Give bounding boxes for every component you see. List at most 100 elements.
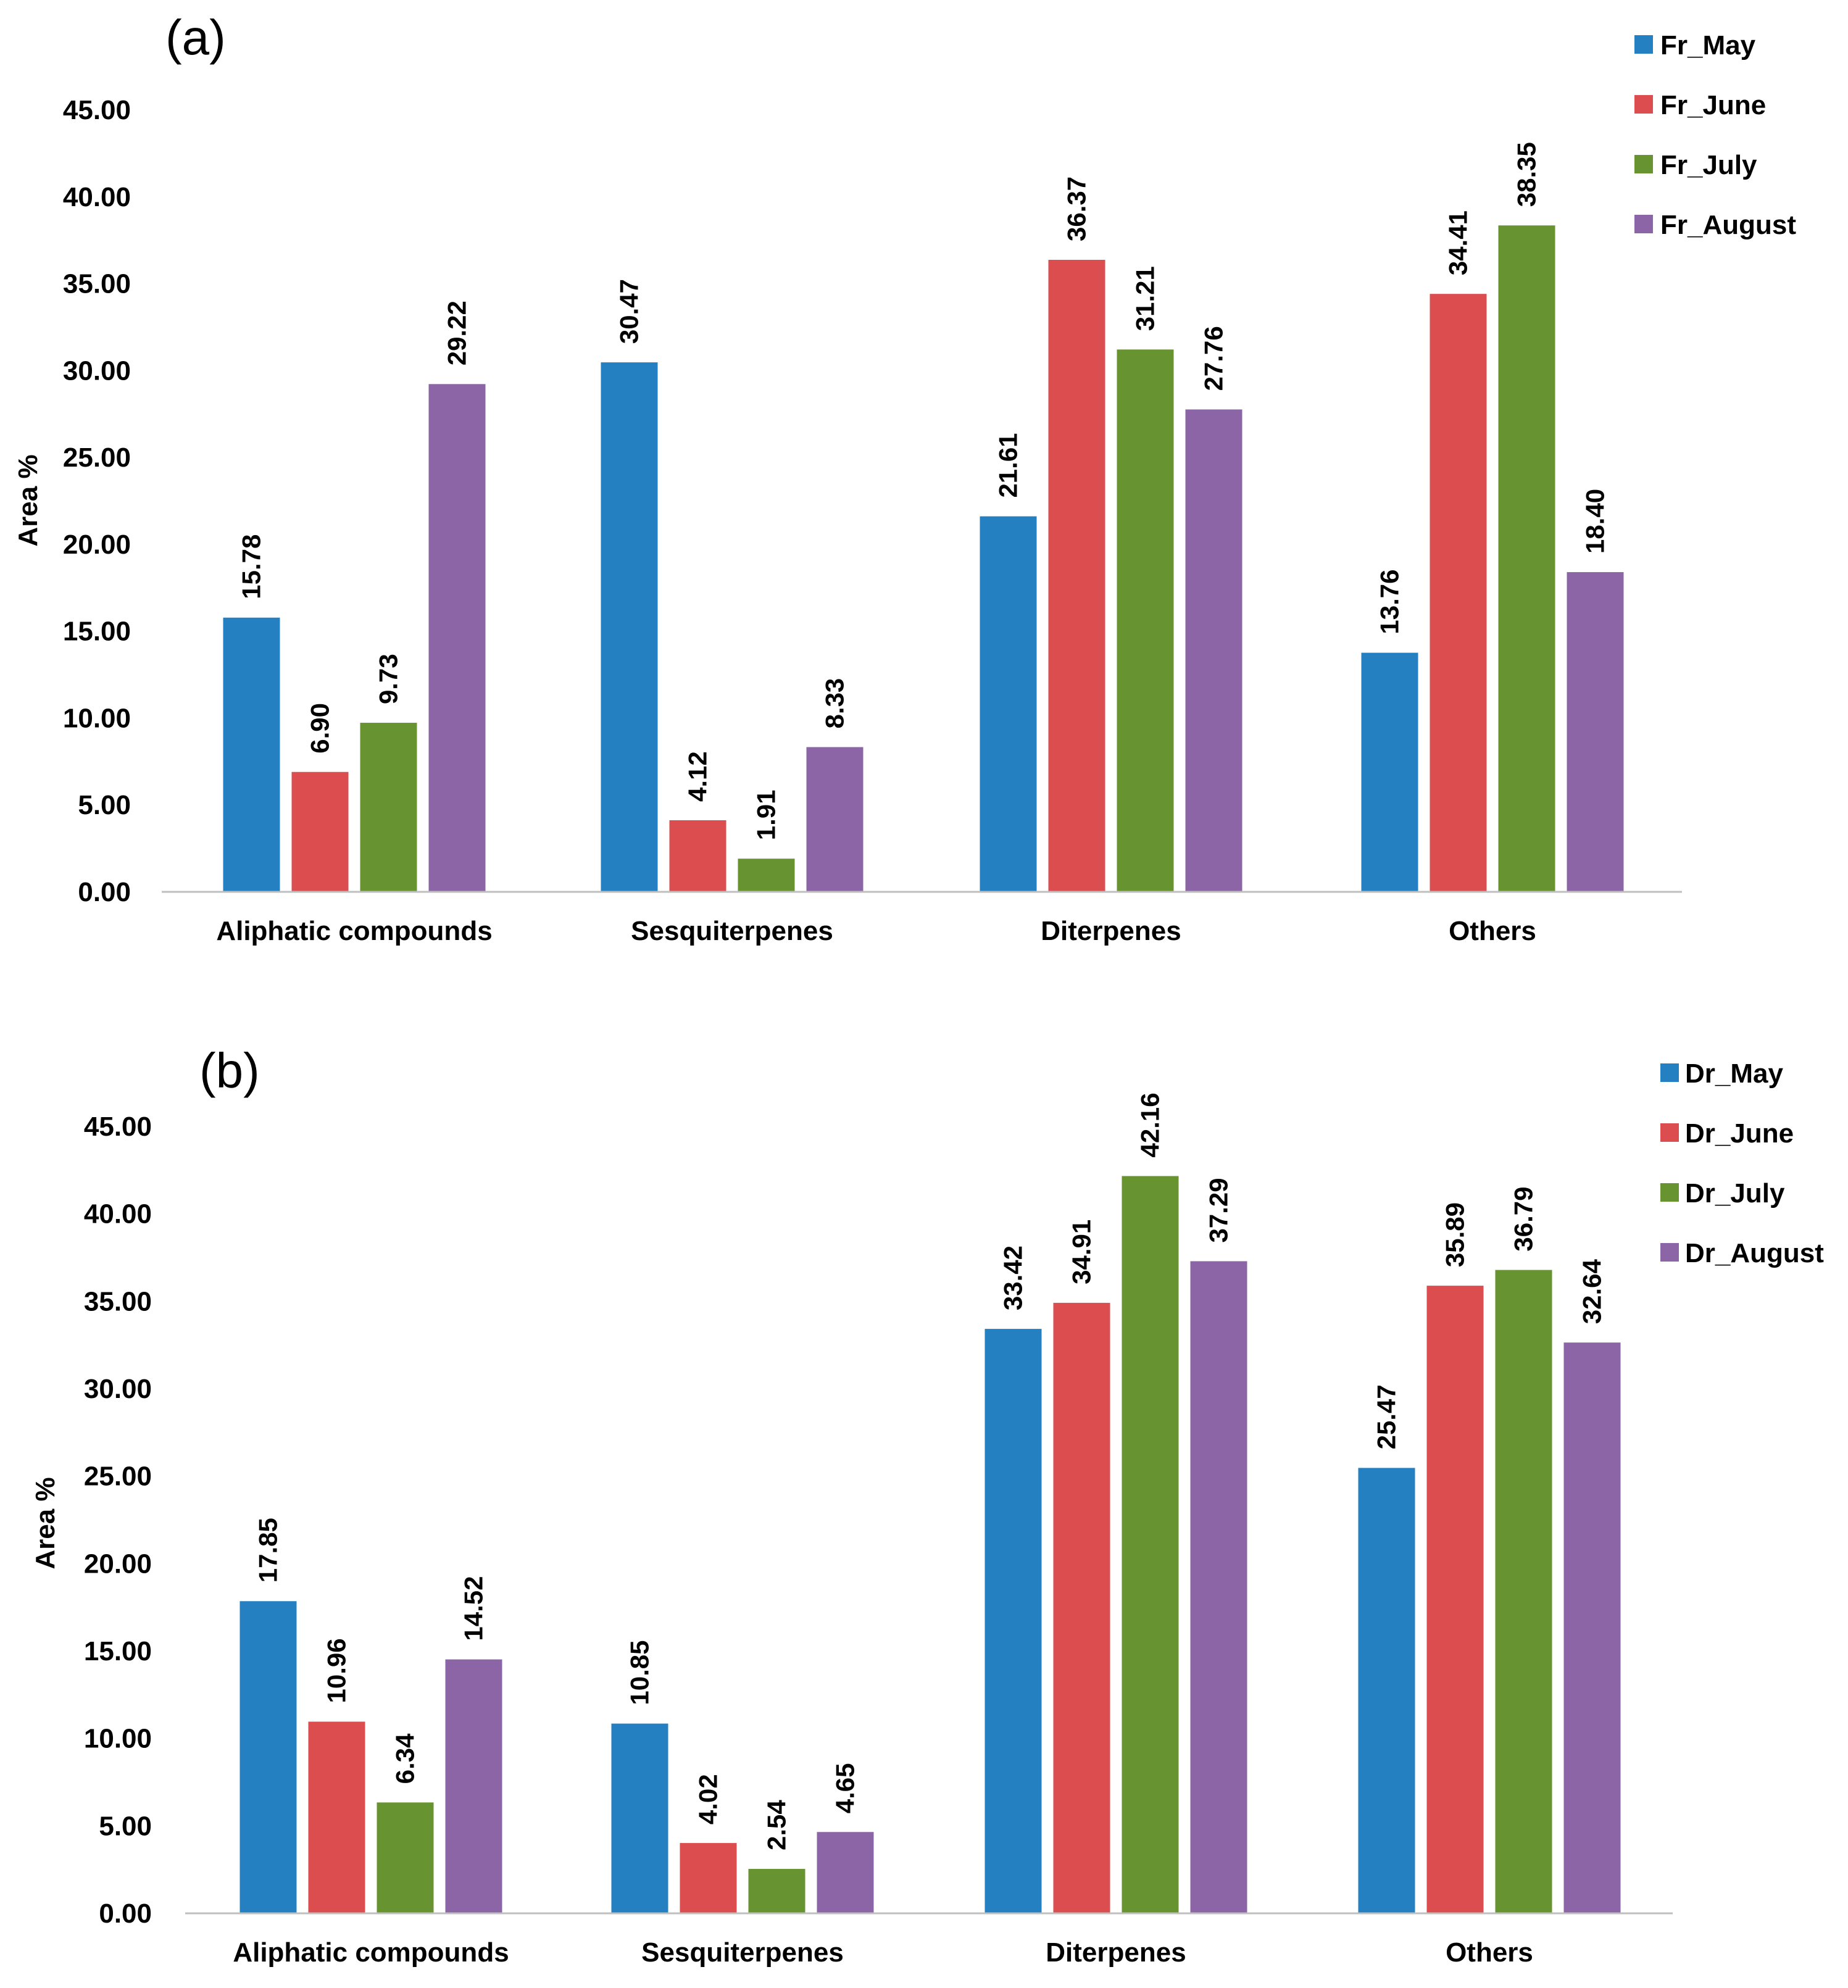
legend-label: Dr_August	[1685, 1238, 1824, 1268]
data-label: 25.47	[1372, 1384, 1401, 1449]
data-label: 4.65	[831, 1763, 860, 1814]
bar-dr-june-2	[1053, 1302, 1110, 1913]
bar-fr-august-3	[1567, 572, 1624, 892]
legend-swatch-fr-july	[1634, 155, 1653, 173]
legend-label: Dr_May	[1685, 1058, 1783, 1089]
data-label: 38.35	[1512, 142, 1541, 207]
x-category-label: Diterpenes	[1041, 916, 1181, 946]
bar-fr-august-2	[1185, 409, 1242, 892]
y-tick-label: 35.00	[63, 269, 131, 299]
legend: Dr_May Dr_June Dr_July Dr_August	[1660, 1058, 1824, 1268]
bar-dr-july-3	[1495, 1270, 1552, 1913]
bar-fr-august-0	[428, 384, 486, 892]
data-label: 6.90	[306, 703, 335, 754]
data-label: 33.42	[999, 1246, 1028, 1310]
y-tick-label: 40.00	[84, 1199, 152, 1229]
bar-fr-july-3	[1498, 225, 1555, 892]
bar-fr-june-3	[1430, 294, 1487, 892]
x-category-label: Sesquiterpenes	[641, 1937, 844, 1968]
legend-label: Fr_May	[1660, 30, 1756, 60]
y-tick-label: 45.00	[84, 1112, 152, 1142]
x-category-label: Aliphatic compounds	[233, 1937, 509, 1968]
legend-swatch-fr-august	[1634, 215, 1653, 233]
bar-dr-june-0	[308, 1721, 365, 1913]
bar-fr-july-2	[1117, 349, 1174, 892]
y-tick-label: 25.00	[84, 1462, 152, 1492]
data-label: 18.40	[1581, 489, 1610, 554]
data-label: 21.61	[994, 433, 1023, 497]
y-axis-title: Area %	[13, 454, 43, 546]
legend-swatch-dr-june	[1660, 1123, 1679, 1142]
y-tick-label: 15.00	[63, 617, 131, 647]
data-label: 1.91	[752, 789, 781, 840]
bar-dr-august-1	[817, 1832, 874, 1913]
data-label: 36.37	[1062, 177, 1091, 241]
chart-panel-b: (b) Area % 0.00 5.00 10.00 15.00 20.00 25.00 30.…	[30, 1043, 1824, 1968]
y-tick-label: 10.00	[63, 703, 131, 733]
data-label: 37.29	[1204, 1178, 1233, 1242]
bar-dr-may-1	[611, 1723, 668, 1913]
y-tick-label: 30.00	[84, 1374, 152, 1404]
bar-fr-june-2	[1048, 259, 1105, 892]
legend-swatch-fr-may	[1634, 35, 1653, 54]
data-label: 8.33	[820, 678, 849, 729]
panel-label: (b)	[199, 1043, 260, 1098]
legend-label: Dr_June	[1685, 1118, 1794, 1149]
legend-swatch-fr-june	[1634, 95, 1653, 114]
bar-fr-may-2	[980, 516, 1037, 892]
y-tick-label: 5.00	[99, 1811, 152, 1841]
data-label: 10.85	[625, 1640, 654, 1705]
y-tick-label: 10.00	[84, 1724, 152, 1754]
y-tick-label: 45.00	[63, 95, 131, 125]
data-label: 27.76	[1199, 326, 1228, 391]
bar-fr-may-0	[223, 617, 280, 892]
data-label: 4.02	[694, 1774, 723, 1824]
data-label: 34.41	[1444, 210, 1473, 275]
bar-fr-june-0	[291, 771, 349, 892]
legend-label: Fr_June	[1660, 90, 1766, 120]
data-label: 4.12	[683, 751, 712, 802]
data-label: 10.96	[322, 1638, 351, 1703]
data-label: 13.76	[1375, 569, 1404, 634]
data-label: 34.91	[1067, 1220, 1096, 1284]
y-tick-label: 0.00	[99, 1899, 152, 1929]
bar-fr-may-3	[1361, 652, 1418, 892]
data-label: 36.79	[1509, 1187, 1538, 1252]
panel-label: (a)	[165, 10, 226, 65]
data-label: 31.21	[1131, 266, 1160, 331]
x-category-label: Others	[1449, 916, 1536, 946]
bar-dr-august-0	[445, 1659, 502, 1913]
bar-dr-july-0	[377, 1802, 434, 1913]
bar-fr-august-1	[806, 747, 864, 892]
data-label: 2.54	[762, 1800, 791, 1850]
bar-dr-may-3	[1358, 1468, 1415, 1913]
y-tick-label: 25.00	[63, 443, 131, 473]
y-tick-label: 30.00	[63, 356, 131, 386]
data-label: 14.52	[459, 1576, 488, 1641]
data-label: 29.22	[443, 301, 472, 365]
bar-fr-may-1	[601, 362, 658, 892]
data-label: 6.34	[391, 1733, 420, 1784]
legend-label: Fr_July	[1660, 150, 1757, 180]
data-label: 15.78	[237, 534, 266, 599]
x-category-label: Sesquiterpenes	[631, 916, 833, 946]
bar-dr-june-1	[680, 1843, 737, 1913]
y-tick-label: 5.00	[78, 790, 131, 820]
bar-dr-june-3	[1426, 1286, 1484, 1913]
bar-fr-june-1	[669, 820, 726, 892]
data-label: 42.16	[1136, 1092, 1165, 1157]
bar-dr-august-3	[1563, 1342, 1621, 1913]
data-label: 30.47	[615, 279, 644, 344]
bar-dr-july-1	[748, 1869, 805, 1913]
data-label: 17.85	[254, 1518, 283, 1582]
x-category-label: Diterpenes	[1046, 1937, 1186, 1968]
y-tick-label: 35.00	[84, 1286, 152, 1316]
legend-label: Fr_August	[1660, 210, 1796, 240]
y-tick-label: 40.00	[63, 182, 131, 212]
legend-label: Dr_July	[1685, 1178, 1785, 1208]
legend: Fr_May Fr_June Fr_July Fr_August	[1634, 30, 1796, 240]
data-label: 35.89	[1441, 1202, 1470, 1267]
bar-dr-august-2	[1190, 1261, 1247, 1913]
bar-dr-july-2	[1122, 1176, 1179, 1913]
